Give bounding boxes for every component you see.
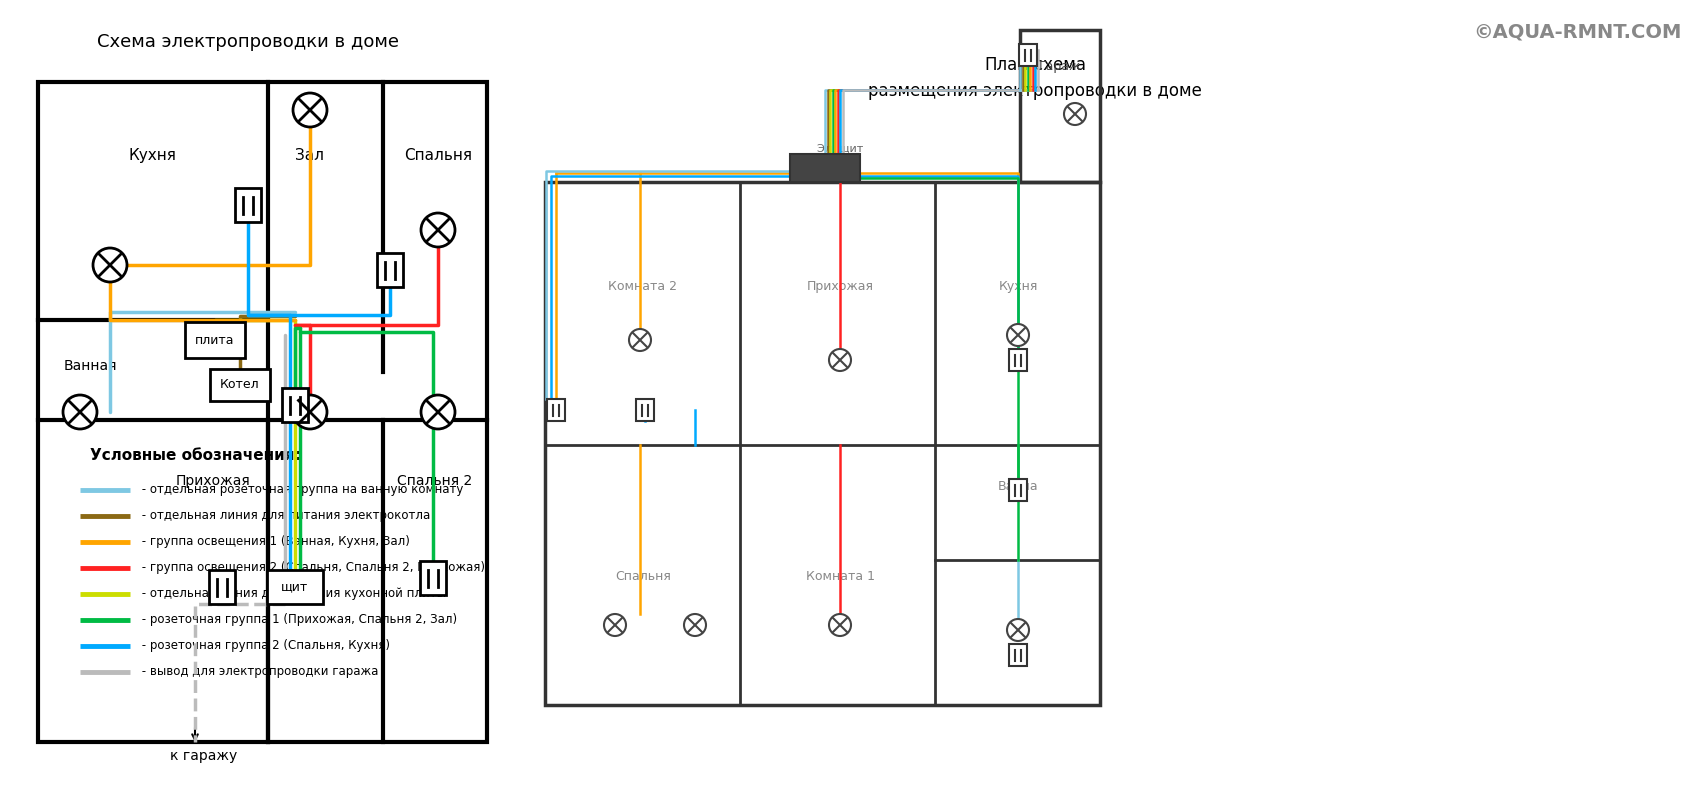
Text: Котел: Котел — [212, 389, 256, 403]
Text: Гараж: Гараж — [1039, 60, 1081, 73]
Text: Кухня: Кухня — [998, 280, 1037, 293]
Circle shape — [685, 614, 706, 636]
Text: Спальня: Спальня — [615, 570, 671, 583]
Text: Условные обозначения:: Условные обозначения: — [89, 448, 300, 463]
Circle shape — [1007, 324, 1028, 346]
Bar — [1018, 44, 1037, 66]
Bar — [185, 322, 244, 358]
Bar — [420, 561, 447, 595]
Circle shape — [1007, 619, 1028, 641]
Circle shape — [422, 213, 455, 247]
Bar — [545, 182, 1099, 705]
Text: Прихожая: Прихожая — [175, 474, 251, 488]
Bar — [378, 253, 403, 287]
Text: Эл. щит: Эл. щит — [818, 144, 863, 154]
Bar — [1008, 644, 1027, 666]
Text: - отдельная линия для питания электрокотла: - отдельная линия для питания электрокот… — [138, 510, 430, 522]
Circle shape — [830, 349, 851, 371]
Text: - отдельная розеточная группа на ванную комнату: - отдельная розеточная группа на ванную … — [138, 483, 464, 497]
Text: ©AQUA-RMNT.COM: ©AQUA-RMNT.COM — [1474, 22, 1683, 41]
Text: плита: плита — [196, 334, 234, 346]
Bar — [234, 188, 261, 222]
Circle shape — [629, 329, 651, 351]
Text: щит: щит — [282, 581, 309, 594]
Bar — [636, 399, 654, 421]
Circle shape — [62, 395, 98, 429]
Text: - вывод для электропроводки гаража: - вывод для электропроводки гаража — [138, 666, 378, 678]
Text: Комната 1: Комната 1 — [806, 570, 875, 583]
Circle shape — [830, 614, 851, 636]
Text: Спальня: Спальня — [405, 148, 472, 163]
Bar — [1008, 349, 1027, 371]
Bar — [266, 570, 324, 604]
Text: Комната 2: Комната 2 — [609, 280, 678, 293]
Text: размещения электропроводки в доме: размещения электропроводки в доме — [868, 82, 1202, 100]
Text: Прихожая: Прихожая — [806, 280, 873, 293]
Bar — [791, 154, 860, 182]
Text: Котел: Котел — [221, 378, 260, 391]
Bar — [1008, 479, 1027, 501]
Bar — [209, 570, 234, 604]
Text: - группа освещения 2 (Спальня, Спальня 2, Прихожая): - группа освещения 2 (Спальня, Спальня 2… — [138, 562, 486, 574]
Bar — [39, 82, 487, 742]
Circle shape — [1064, 103, 1086, 125]
Text: План-схема: План-схема — [985, 56, 1086, 74]
Bar — [282, 388, 309, 422]
Text: Спальня 2: Спальня 2 — [398, 474, 472, 488]
Text: Ванна: Ванна — [998, 480, 1039, 493]
Circle shape — [293, 395, 327, 429]
Bar — [1020, 30, 1099, 182]
Bar — [546, 399, 565, 421]
Circle shape — [93, 248, 126, 282]
Text: Кухня: Кухня — [128, 148, 175, 163]
Circle shape — [422, 395, 455, 429]
Text: - розеточная группа 2 (Спальня, Кухня): - розеточная группа 2 (Спальня, Кухня) — [138, 639, 389, 653]
Circle shape — [604, 614, 626, 636]
Text: - отдельная линия для питания кухонной плиты: - отдельная линия для питания кухонной п… — [138, 587, 447, 601]
Text: Зал: Зал — [295, 148, 324, 163]
Text: к гаражу: к гаражу — [170, 749, 238, 763]
Text: - розеточная группа 1 (Прихожая, Спальня 2, Зал): - розеточная группа 1 (Прихожая, Спальня… — [138, 614, 457, 626]
Text: Схема электропроводки в доме: Схема электропроводки в доме — [98, 33, 400, 51]
Text: Ванная: Ванная — [64, 359, 116, 373]
Circle shape — [293, 93, 327, 127]
Bar — [211, 369, 270, 401]
Text: - группа освещения 1 (Ванная, Кухня, Зал): - группа освещения 1 (Ванная, Кухня, Зал… — [138, 535, 410, 549]
